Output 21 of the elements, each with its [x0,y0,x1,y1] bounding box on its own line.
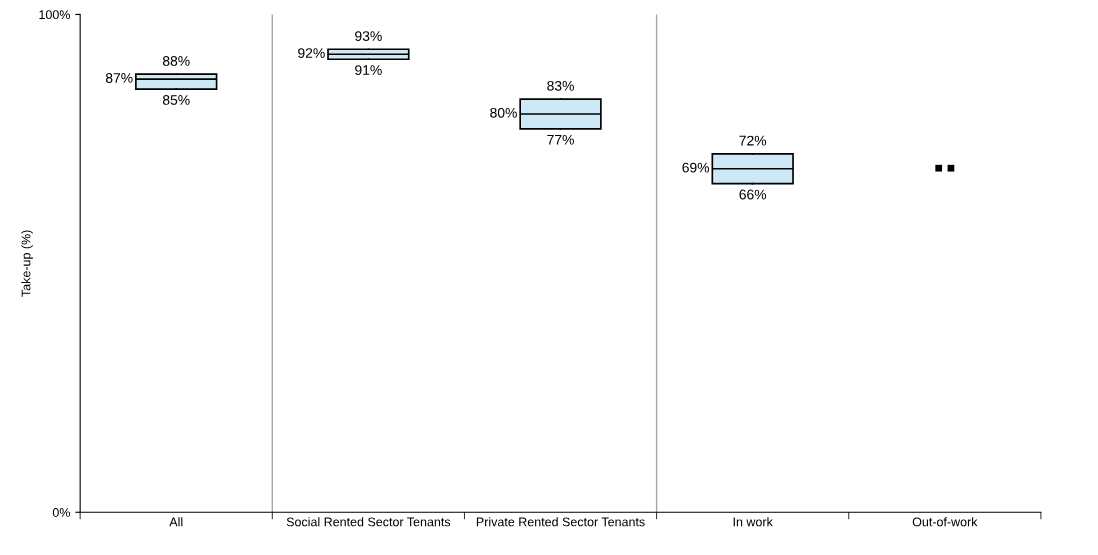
annotation: 93% [355,31,382,41]
annotation: 83% [547,80,574,91]
annotation: ■ ■ [935,164,955,172]
annotation: 87% [105,73,133,83]
y-tick-label: 0% [52,508,70,517]
annotation: 88% [162,56,190,66]
annotation: 77% [547,134,574,145]
y-axis-title: Take-up (%) [21,230,33,297]
annotation: 72% [739,135,767,146]
annotation: 80% [490,107,517,118]
x-tick-label: All [169,517,183,527]
annotation: 92% [298,48,325,58]
annotation: 91% [355,65,382,75]
x-tick-label: Private Rented Sector Tenants [476,517,645,527]
annotation: 69% [682,162,710,173]
annotation: 66% [739,189,767,200]
x-tick-label: Social Rented Sector Tenants [286,517,451,527]
x-tick-label: In work [733,517,773,527]
annotation: 85% [162,95,190,105]
y-tick-label: 100% [39,10,70,20]
x-tick-label: Out-of-work [912,517,978,527]
